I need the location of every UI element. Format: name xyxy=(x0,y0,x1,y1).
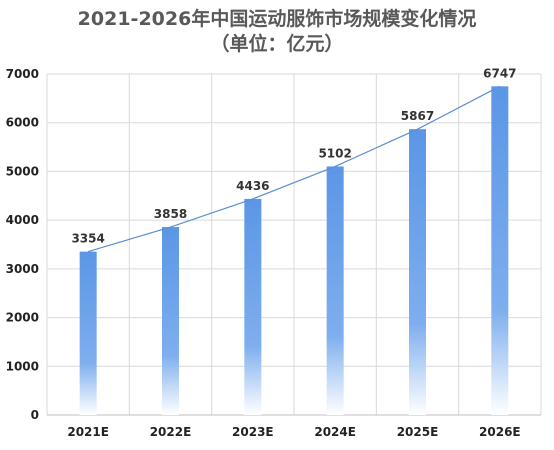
data-labels: 3354 3858 4436 5102 5867 6747 xyxy=(71,66,516,245)
y-tick-label: 2000 xyxy=(6,311,39,325)
chart-subtitle: （单位：亿元） xyxy=(210,33,344,55)
y-axis: 0 1000 2000 3000 4000 5000 6000 7000 xyxy=(6,67,39,422)
data-label: 4436 xyxy=(236,179,269,193)
y-tick-label: 7000 xyxy=(6,67,39,81)
data-label: 6747 xyxy=(483,66,516,80)
grid-lines xyxy=(46,73,542,416)
x-tick-label: 2025E xyxy=(397,425,439,439)
data-label: 5867 xyxy=(401,109,434,123)
y-tick-label: 3000 xyxy=(6,262,39,276)
chart-title: 2021-2026年中国运动服饰市场规模变化情况 xyxy=(77,8,477,30)
y-tick-label: 0 xyxy=(31,408,39,422)
data-label: 5102 xyxy=(318,146,351,160)
x-axis: 2021E 2022E 2023E 2024E 2025E 2026E xyxy=(47,414,541,439)
bar xyxy=(244,198,262,415)
x-tick-label: 2023E xyxy=(232,425,274,439)
trend-line xyxy=(87,85,501,253)
x-tick-label: 2021E xyxy=(67,425,109,439)
x-tick-label: 2024E xyxy=(314,425,356,439)
bar xyxy=(79,251,97,415)
y-tick-label: 1000 xyxy=(6,359,39,373)
data-label: 3354 xyxy=(71,232,104,246)
y-tick-label: 4000 xyxy=(6,213,39,227)
bar xyxy=(326,166,344,415)
bar xyxy=(162,227,179,415)
bar xyxy=(409,129,426,415)
y-tick-label: 6000 xyxy=(6,116,39,130)
x-tick-label: 2026E xyxy=(479,425,521,439)
bar-series xyxy=(79,86,509,416)
y-tick-label: 5000 xyxy=(6,164,39,178)
x-tick-label: 2022E xyxy=(150,425,192,439)
data-label: 3858 xyxy=(154,207,187,221)
bar xyxy=(491,86,509,416)
trend-line-group xyxy=(87,85,501,253)
